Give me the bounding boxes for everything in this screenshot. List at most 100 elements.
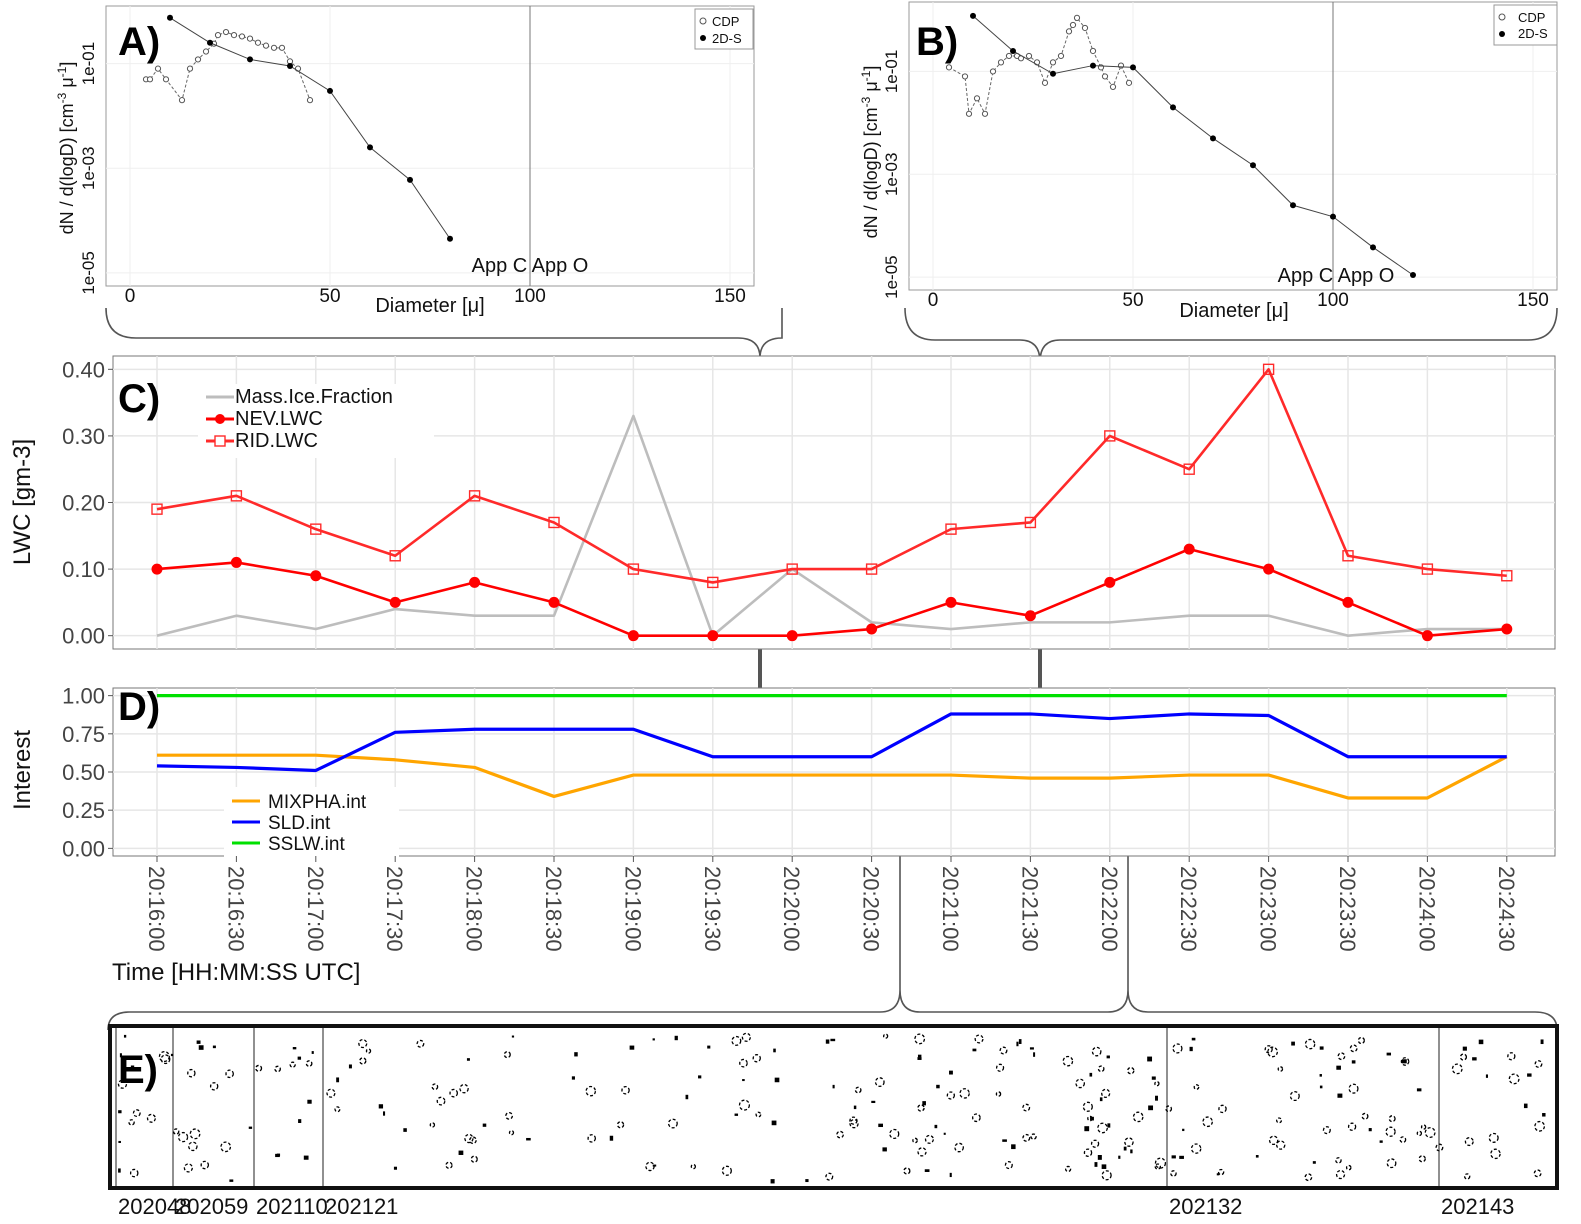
particle-speck [1319,1046,1324,1050]
particle-ring [1022,1133,1031,1142]
x-tick-label: 20:16:00 [144,866,169,952]
twod-s-point [407,176,413,183]
particle-speck [1155,1095,1158,1101]
cdp-point [146,76,154,83]
particle-speck [1123,1146,1127,1151]
particle-ring [1217,1168,1225,1176]
particle-speck [943,1132,946,1135]
x-tick-label: 20:24:00 [1414,866,1439,952]
legend-box [694,8,754,50]
particle-speck [1094,1162,1098,1167]
particle-ring [431,1083,439,1091]
panel-c-legend-nev: NEV.LWC [235,408,323,430]
particle-ring [587,1134,597,1143]
particle-speck [1147,1056,1153,1062]
particle-speck [1336,1065,1341,1070]
particle-ring [1289,1091,1300,1102]
rid-lwc-point [1342,550,1354,562]
nev-lwc-point [389,596,401,608]
particle-ring [1064,1165,1072,1173]
particle-speck [1018,1039,1022,1044]
particle-ring [209,1082,219,1091]
particle-speck [1189,1046,1193,1052]
particle-speck [1151,1076,1156,1080]
series-line-nev-lwc [156,547,1507,637]
particle-speck [311,1051,314,1054]
particle-ring [645,1161,655,1172]
particle-speck [936,1084,940,1089]
particle-speck [1462,1046,1467,1051]
particle-speck [830,1038,836,1042]
particle-ring [1154,1163,1162,1170]
particle-speck [1319,1085,1323,1089]
x-tick-label: 50 [1122,290,1143,311]
legend-box [1493,4,1558,46]
cdp-point [1125,79,1133,86]
particle-ring [129,1168,139,1178]
particle-speck [511,1035,515,1038]
particle-ring [917,1104,925,1112]
particle-ring [359,1057,367,1065]
particle-speck [832,1084,835,1089]
particle-speck [853,1105,857,1110]
rid-lwc-point [468,490,481,502]
particle-ring [1420,1124,1427,1130]
particle-ring [741,1032,751,1042]
particle-ring [1533,1169,1542,1178]
panel-c-lwc-timeseries: 0.00 0.10 0.20 0.30 0.40 [62,355,1556,650]
particle-ring [503,1051,511,1059]
x-tick-label: 20:21:00 [938,866,963,952]
cdp-point [254,39,262,46]
particle-ring [849,1116,858,1125]
x-tick-label: 20:18:00 [462,866,487,952]
particle-speck [1401,1059,1407,1064]
panel-d-interest-timeseries: 0.00 0.25 0.50 0.75 1.00 20:16:00 20:16:30 20:1… [62,684,1556,952]
particle-speck [119,1053,122,1058]
panel-d-legend-mixpha: MIXPHA.int [268,792,367,813]
x-tick-label: 20:21:30 [1017,866,1042,952]
particle-ring [912,1137,918,1144]
particle-ring [1385,1126,1396,1137]
particle-speck [1130,1149,1133,1154]
particle-speck [882,1147,887,1152]
rid-lwc-point [707,576,719,589]
particle-ring [429,1122,436,1128]
particle-ring [1347,1122,1357,1131]
cdp-point [246,35,254,42]
twod-s-point [247,56,253,63]
particle-ring [974,1034,984,1044]
panel-b-x-axis-label: Diameter [μ] [1179,300,1288,322]
plot-frame [105,5,755,287]
particle-ring [1490,1148,1501,1160]
particle-ring [445,1161,453,1169]
x-tick-label: 20:18:30 [541,866,566,952]
rid-lwc-point [1262,363,1275,376]
x-tick-label: 20:23:00 [1256,866,1281,952]
twod-s-point [287,62,293,69]
particle-ring [731,1035,742,1046]
particle-ring [160,1054,171,1065]
x-tick-label: 0 [125,286,136,307]
particle-speck [805,1179,809,1183]
image-strip-frame [108,1024,1559,1190]
particle-ring [667,1118,678,1129]
x-tick-label: 20:22:30 [1176,866,1201,952]
rid-lwc-point [1024,516,1037,529]
particle-ring [1322,1126,1331,1135]
particle-speck [1179,1155,1184,1159]
particle-speck [378,1104,384,1109]
particle-ring [1534,1060,1543,1068]
twod-s-point [1050,70,1056,77]
twod-s-point [327,87,333,94]
particle-ring [1386,1158,1397,1169]
twod-s-point [1330,213,1336,220]
twod-s-point [1210,135,1216,142]
panel-c-legend-mass-ice: Mass.Ice.Fraction [235,386,393,408]
particle-speck [1485,1074,1489,1078]
nev-lwc-point [230,556,242,568]
particle-speck [123,1034,127,1038]
cdp-point [214,31,222,39]
twod-s-point [1370,244,1376,251]
nev-lwc-point [1104,576,1116,588]
particle-ring [1083,1148,1093,1157]
